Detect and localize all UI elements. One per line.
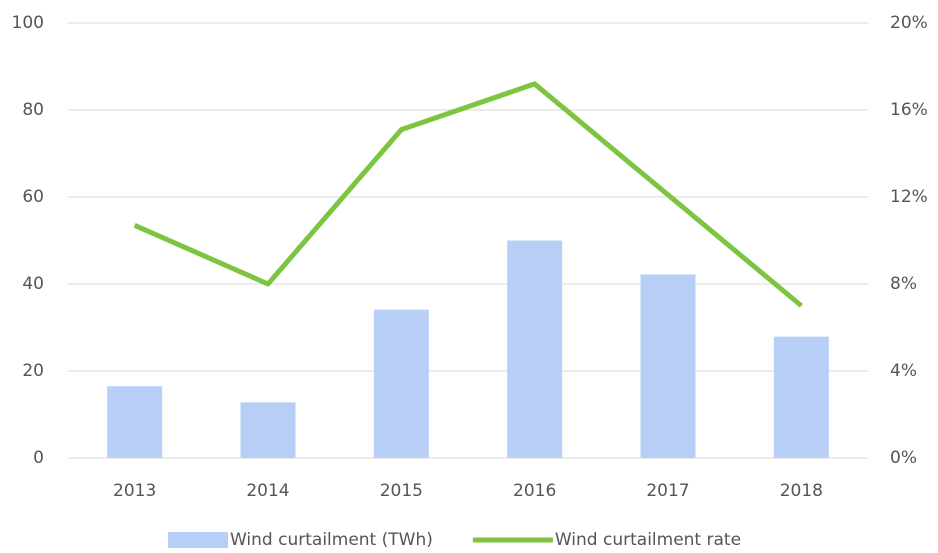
y2-tick-label: 0% — [890, 448, 917, 468]
x-tick-label: 2017 — [646, 481, 689, 501]
y-tick-label: 80 — [22, 100, 44, 120]
x-tick-label: 2013 — [113, 481, 156, 501]
x-tick-label: 2015 — [380, 481, 423, 501]
y-tick-label: 0 — [33, 448, 44, 468]
y2-tick-label: 12% — [890, 187, 928, 207]
line — [133, 81, 803, 308]
bar — [773, 336, 829, 458]
bar — [507, 240, 563, 458]
bar — [640, 274, 696, 458]
legend-swatch — [168, 532, 228, 548]
legend-label: Wind curtailment (TWh) — [230, 530, 433, 550]
y2-tick-label: 8% — [890, 274, 917, 294]
legend-label: Wind curtailment rate — [555, 530, 741, 550]
x-tick-label: 2016 — [513, 481, 556, 501]
y2-tick-label: 20% — [890, 13, 928, 33]
y-tick-label: 20 — [22, 361, 44, 381]
bar — [240, 402, 296, 458]
x-tick-label: 2014 — [246, 481, 289, 501]
x-tick-label: 2018 — [780, 481, 823, 501]
y2-tick-label: 4% — [890, 361, 917, 381]
y-tick-label: 60 — [22, 187, 44, 207]
bar — [107, 386, 163, 458]
y2-tick-label: 16% — [890, 100, 928, 120]
y-tick-label: 40 — [22, 274, 44, 294]
y-tick-label: 100 — [12, 13, 44, 33]
bar — [373, 309, 429, 458]
